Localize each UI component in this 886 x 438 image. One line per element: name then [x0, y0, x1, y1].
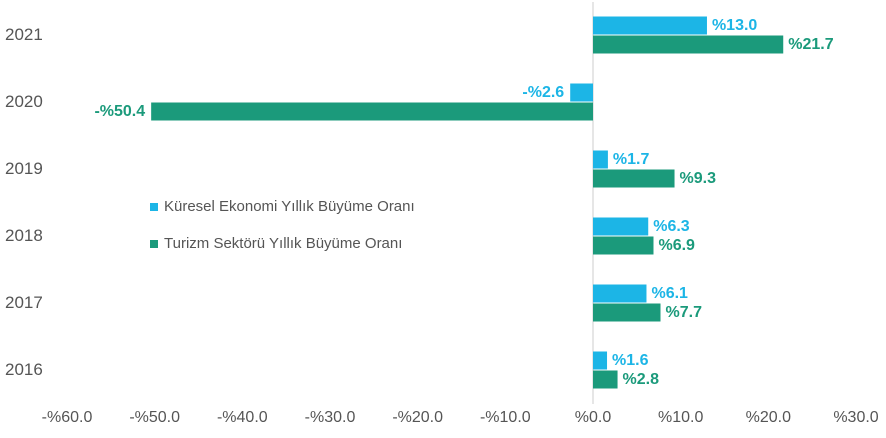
legend-swatch [150, 203, 158, 211]
x-tick-label: -%10.0 [480, 409, 531, 426]
y-tick-label: 2016 [5, 360, 43, 379]
bar [593, 16, 707, 35]
bar [593, 303, 661, 322]
value-label: -%2.6 [522, 84, 564, 101]
value-label: %2.8 [623, 371, 660, 388]
y-tick-label: 2019 [5, 159, 43, 178]
value-label: %6.3 [653, 218, 690, 235]
y-tick-label: 2020 [5, 92, 43, 111]
value-label: %13.0 [712, 17, 757, 34]
y-tick-label: 2018 [5, 226, 43, 245]
x-tick-label: %10.0 [658, 409, 703, 426]
legend-label: Turizm Sektörü Yıllık Büyüme Oranı [164, 235, 402, 252]
bar [593, 35, 784, 54]
value-label: %21.7 [788, 36, 833, 53]
value-label: %6.1 [651, 285, 688, 302]
x-tick-label: %30.0 [833, 409, 878, 426]
value-label: %1.6 [612, 352, 649, 369]
bar [593, 370, 618, 389]
x-tick-label: -%50.0 [129, 409, 180, 426]
value-label: %6.9 [658, 237, 695, 254]
bar [593, 351, 608, 370]
value-label: %7.7 [666, 304, 703, 321]
bar [593, 217, 649, 236]
bar [593, 150, 608, 169]
bar [570, 83, 593, 102]
value-label: -%50.4 [94, 103, 145, 120]
x-tick-label: %0.0 [575, 409, 612, 426]
x-tick-label: -%30.0 [305, 409, 356, 426]
y-tick-label: 2017 [5, 293, 43, 312]
x-tick-label: -%60.0 [42, 409, 93, 426]
legend-label: Küresel Ekonomi Yıllık Büyüme Oranı [164, 198, 415, 215]
value-label: %9.3 [680, 170, 717, 187]
x-tick-label: %20.0 [746, 409, 791, 426]
x-tick-label: -%20.0 [392, 409, 443, 426]
value-label: %1.7 [613, 151, 650, 168]
bar [593, 236, 654, 255]
legend-swatch [150, 240, 158, 248]
bar [593, 169, 675, 188]
x-tick-label: -%40.0 [217, 409, 268, 426]
y-tick-label: 2021 [5, 25, 43, 44]
bar [151, 102, 593, 121]
bar [593, 284, 647, 303]
